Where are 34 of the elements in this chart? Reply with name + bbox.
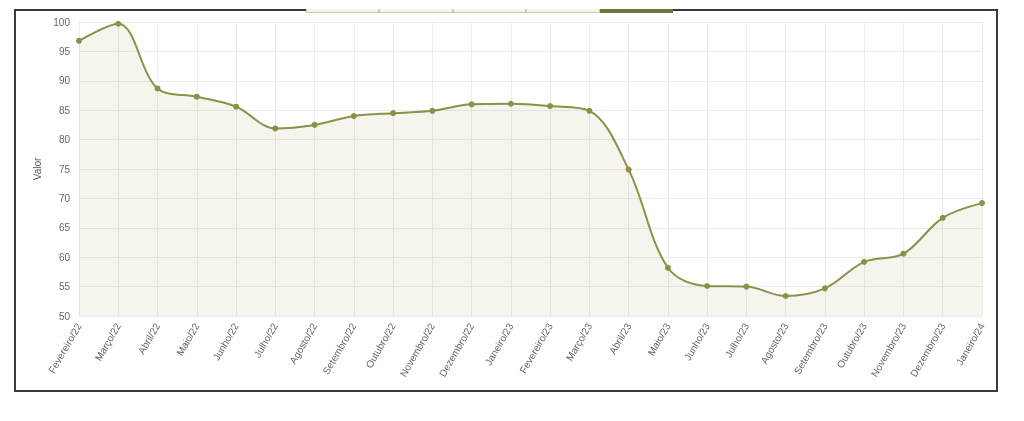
point: [821, 285, 828, 292]
y-tick-label: 85: [58, 104, 71, 116]
point: [115, 20, 122, 27]
point: [507, 100, 514, 107]
point: [233, 103, 240, 110]
y-axis-title: Valor: [31, 157, 43, 181]
y-tick-label: 50: [58, 310, 71, 322]
point: [468, 101, 475, 108]
point: [350, 113, 357, 120]
point: [625, 166, 632, 173]
y-tick-label: 70: [58, 192, 71, 204]
y-tick-label: 55: [58, 281, 71, 293]
y-tick-label: 80: [58, 134, 71, 146]
point: [782, 293, 789, 300]
point: [861, 258, 868, 265]
y-tick-label: 75: [58, 163, 71, 175]
point: [193, 93, 200, 100]
point: [939, 214, 946, 221]
y-tick-label: 90: [58, 75, 71, 87]
y-tick-label: 60: [58, 251, 71, 263]
point: [154, 85, 161, 92]
point: [390, 110, 397, 117]
point: [586, 107, 593, 114]
point: [979, 200, 985, 207]
y-tick-label: 95: [58, 45, 71, 57]
point: [743, 283, 750, 290]
y-tick-label: 100: [53, 16, 71, 28]
point: [76, 37, 82, 44]
y-tick-label: 65: [58, 222, 71, 234]
point: [704, 283, 711, 290]
point: [311, 121, 318, 128]
point: [429, 107, 436, 114]
point: [547, 103, 554, 110]
point: [664, 264, 671, 271]
